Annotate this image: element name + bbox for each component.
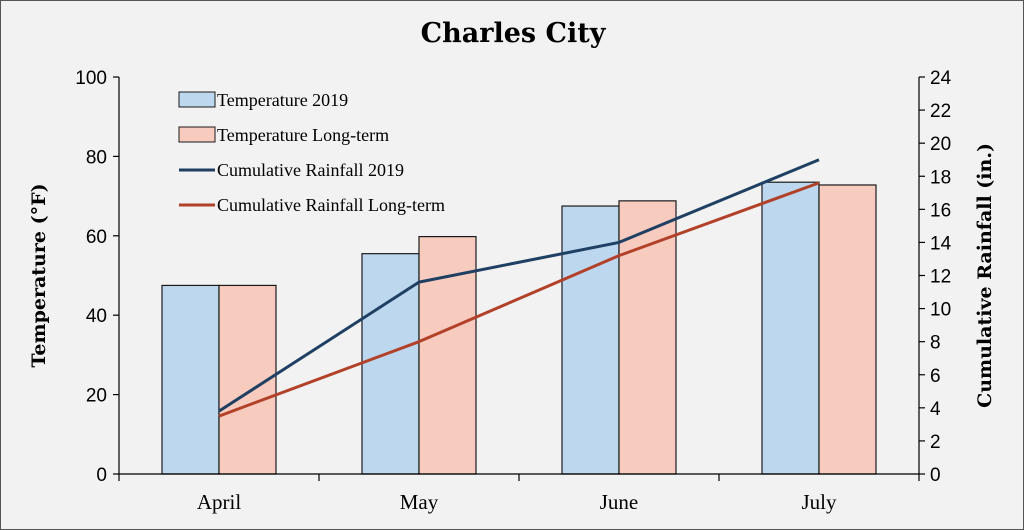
y-left-tick-label: 100: [75, 68, 107, 89]
bar-temp-longterm-july: [818, 184, 877, 475]
y-right-tick-label: 2: [930, 432, 941, 453]
bar-temp-2019-june: [561, 205, 620, 475]
y-right-tick-label: 20: [930, 134, 951, 155]
x-tick-label-april: April: [197, 490, 241, 514]
y-right-tick-label: 22: [930, 101, 951, 122]
legend-label-1: Temperature Long-term: [217, 125, 389, 145]
y-left-tick-label: 60: [86, 227, 107, 248]
y-right-tick-label: 24: [930, 68, 952, 89]
y-right-tick-label: 4: [930, 399, 941, 420]
line-rainfall-2019: [218, 158, 820, 413]
bar-temp-2019-may: [361, 253, 420, 475]
y-axis-left-label: Temperature (°F): [28, 183, 50, 367]
y-right-tick-label: 10: [930, 300, 951, 321]
legend-swatch-0: [178, 91, 216, 108]
legend-label-0: Temperature 2019: [217, 90, 348, 110]
y-right-tick-label: 18: [930, 167, 951, 188]
lines-group: [218, 158, 820, 418]
bar-temp-2019-april: [161, 284, 220, 475]
y-right-tick-label: 6: [930, 366, 941, 387]
legend-label-2: Cumulative Rainfall 2019: [217, 160, 404, 180]
x-tick-label-may: May: [400, 490, 439, 514]
y-right-tick-label: 14: [930, 233, 952, 254]
y-right-tick-label: 8: [930, 333, 941, 354]
y-axis-right-label: Cumulative Rainfall (in.): [974, 143, 996, 408]
line-rainfall-longterm: [218, 181, 820, 418]
y-left-tick-label: 0: [96, 465, 107, 486]
bar-temp-longterm-june: [618, 200, 677, 475]
x-tick-label-july: July: [801, 490, 837, 514]
y-right-tick-label: 12: [930, 267, 951, 288]
legend-label-3: Cumulative Rainfall Long-term: [217, 195, 445, 215]
legend-swatch-1: [178, 126, 216, 143]
y-left-tick-label: 20: [86, 386, 107, 407]
bars-group: [161, 181, 877, 475]
legend: Temperature 2019 Temperature Long-term Cum…: [178, 90, 445, 215]
x-tick-label-june: June: [600, 490, 639, 514]
y-right-tick-label: 16: [930, 200, 951, 221]
bar-temp-2019-july: [761, 181, 820, 475]
chart-title: Charles City: [421, 18, 607, 49]
y-left-tick-label: 40: [86, 306, 107, 327]
y-left-tick-label: 80: [86, 147, 107, 168]
y-right-tick-label: 0: [930, 465, 941, 486]
